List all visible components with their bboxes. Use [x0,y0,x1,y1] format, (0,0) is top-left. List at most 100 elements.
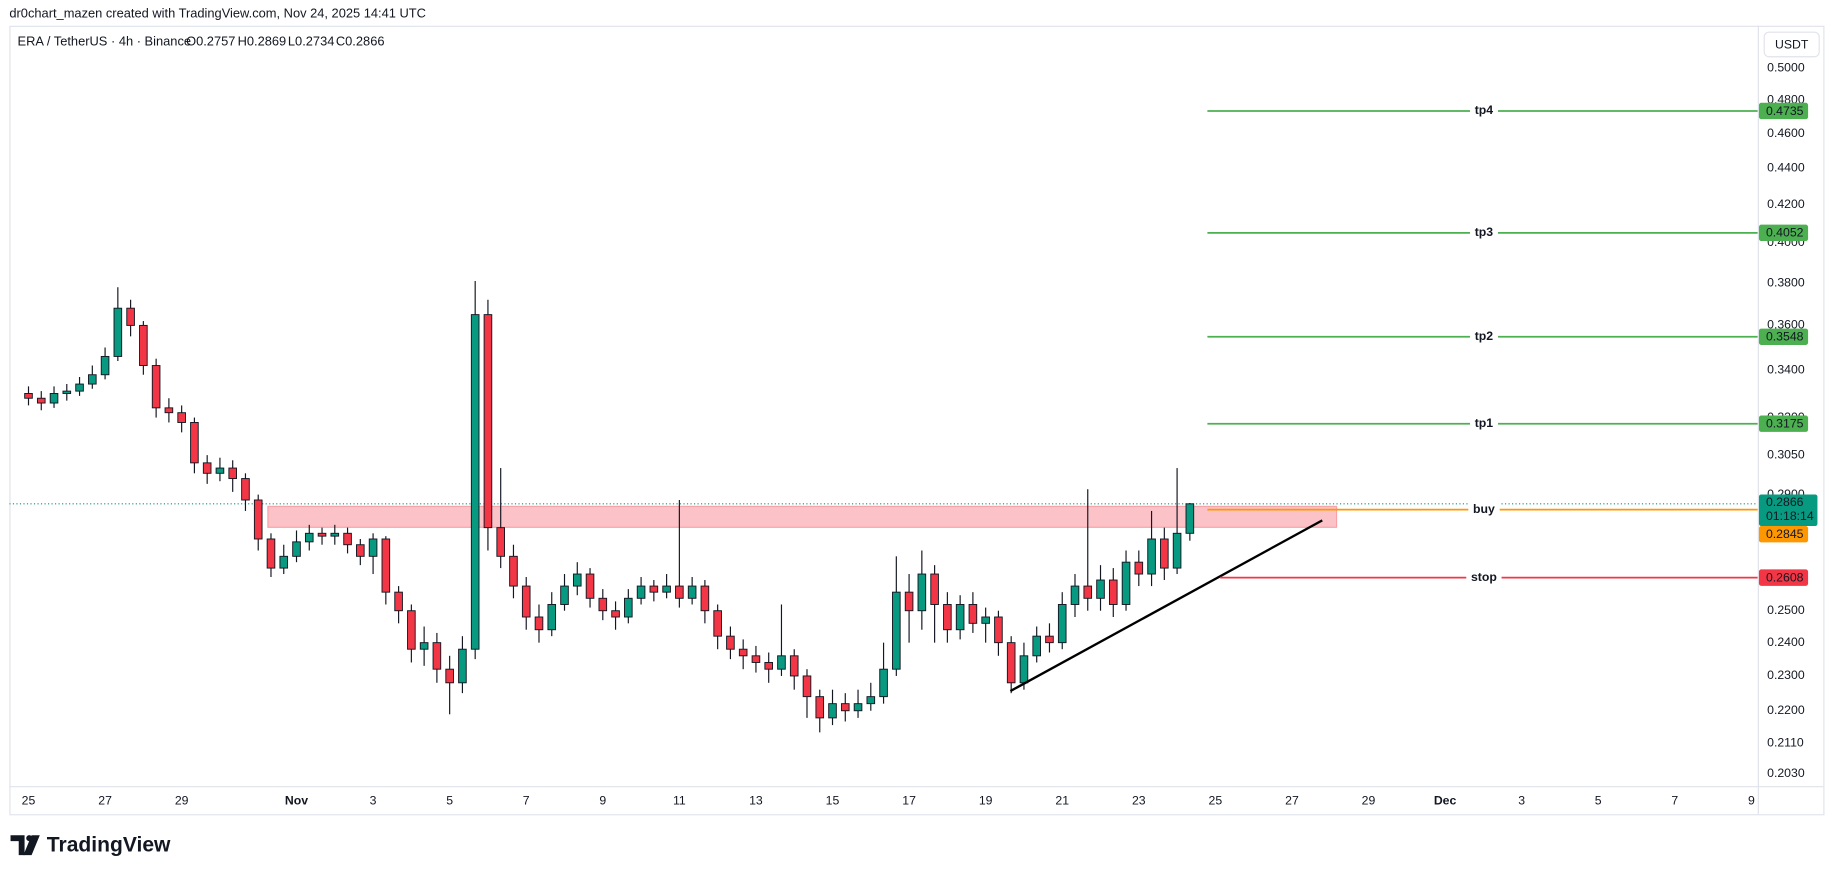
plot-area [9,110,1758,733]
level-label-bg [1470,224,1498,242]
brand-logo [10,835,40,856]
candle-body [202,462,212,474]
candle-body [879,668,888,698]
last-price-label: 0.2866 [1766,495,1804,509]
candle-body [368,538,378,557]
candle-body [407,610,416,650]
candle-body [330,532,340,537]
legend-close: C0.2866 [336,34,385,49]
y-tick-label: 0.2400 [1767,635,1805,649]
y-tick-label: 0.3800 [1767,275,1805,289]
candle-body [126,307,135,326]
candle-body [1134,561,1144,575]
candle-body [356,544,365,557]
candle-body [994,616,1003,644]
candle-body [1160,538,1169,569]
candle-body [547,604,557,631]
candle-body [802,675,812,698]
candle-body [1121,561,1131,605]
symbol-title: ERA / TetherUS · 4h · Binance [18,34,191,49]
x-tick-label: 3 [370,794,377,808]
candle-body [1172,532,1182,569]
x-tick-label: 27 [98,794,112,808]
level-price-label: 0.4735 [1766,104,1804,118]
candle-body [1096,579,1105,599]
candle-body [483,314,493,529]
candle-body [113,307,123,357]
candle-body [62,390,72,394]
legend-open: O0.2757 [186,34,235,49]
x-tick-label: 3 [1518,794,1525,808]
candle-body [930,573,939,605]
candle-body [458,648,467,684]
x-tick-label: 13 [749,794,763,808]
x-tick-label: 23 [1132,794,1146,808]
candle-body [687,585,697,599]
candle-body [636,585,646,599]
level-label: tp4 [1475,103,1494,117]
candle-body [815,696,825,719]
candle-body [1019,655,1029,684]
y-tick-label: 0.4200 [1767,197,1805,211]
x-tick-label: 25 [1209,794,1223,808]
candle-body [36,397,46,404]
candle-body [24,393,33,399]
x-tick-label: 9 [1748,794,1755,808]
candle-body [381,538,391,593]
x-tick-label: 5 [1595,794,1602,808]
candle-body [955,604,965,631]
candle-body [598,597,608,612]
candle-body [1108,579,1118,605]
candle-body [560,585,569,605]
candle-body [968,604,978,624]
chart-frame [9,25,1825,816]
level-price-box [1758,415,1809,432]
candle-body [394,591,403,612]
candle-body [853,703,863,712]
legend-low: L0.2734 [288,34,334,49]
candle-body [1057,604,1067,644]
candle-body [521,585,531,618]
y-tick-label: 0.2500 [1767,603,1805,617]
y-tick-label: 0.5000 [1767,61,1805,75]
candle-body [304,532,314,543]
candle-body [700,585,710,612]
candle-body [343,532,352,546]
candle-body [241,478,250,501]
candle-body [917,573,927,612]
candle-body [738,648,748,657]
candle-body [764,661,774,670]
level-label-bg [1470,328,1498,345]
currency-label: USDT [1775,37,1809,51]
attribution: dr0chart_mazen created with TradingView.… [9,5,426,20]
level-label-bg [1468,501,1500,518]
x-tick-label: 21 [1055,794,1069,808]
level-price-box [1758,224,1809,242]
candle-body [228,467,237,480]
x-tick-label: 29 [175,794,189,808]
brand-name: TradingView [47,833,171,856]
level-price-label: 0.3175 [1766,417,1804,431]
level-price-label: 0.4052 [1766,226,1804,240]
currency-button[interactable] [1763,31,1820,58]
level-price-label: 0.2608 [1766,570,1804,584]
candle-body [572,573,582,587]
y-tick-label: 0.2030 [1767,766,1805,780]
x-tick-label: Dec [1434,794,1457,808]
resistance-zone [267,505,1338,528]
candle-body [177,412,186,423]
y-tick-label: 0.4400 [1767,161,1805,175]
candle-body [726,635,735,650]
y-tick-label: 0.2110 [1767,736,1804,750]
x-tick-label: 25 [22,794,36,808]
candle-body [649,585,659,593]
candle-body [509,555,518,587]
candle-body [75,383,84,392]
candle-body [904,591,914,612]
candle-body [215,467,225,474]
level-label-bg [1470,102,1498,120]
level-price-box [1758,102,1809,120]
candle-body [662,585,671,593]
